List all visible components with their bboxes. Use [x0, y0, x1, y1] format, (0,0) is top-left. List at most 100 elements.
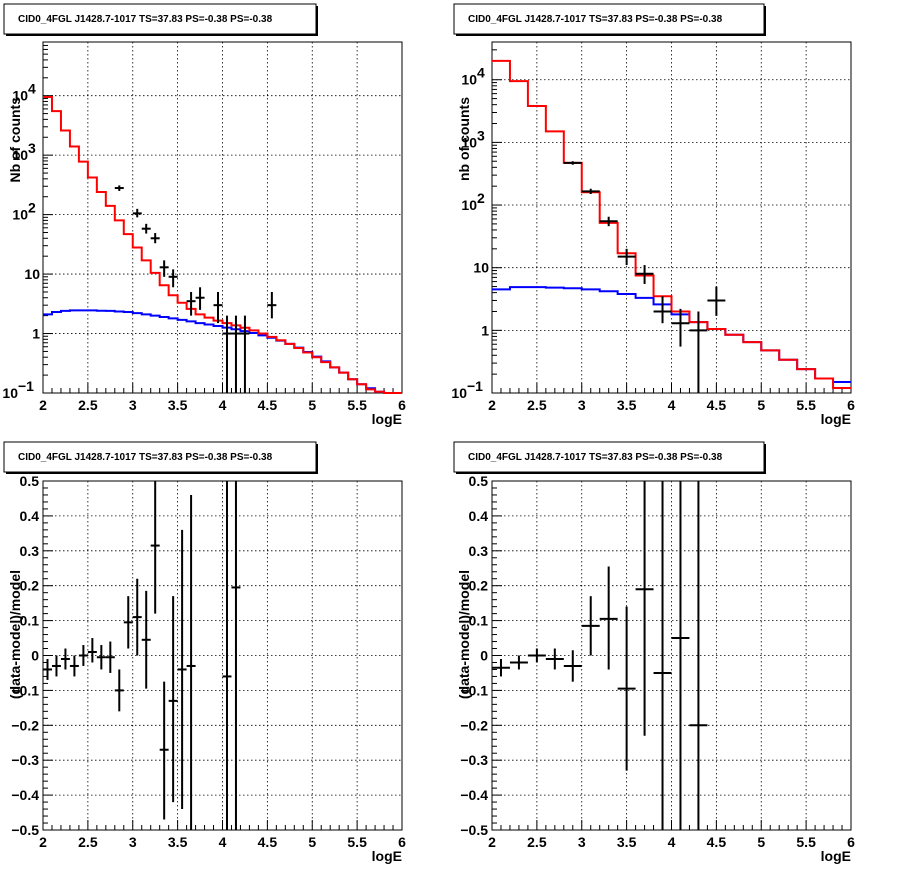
x-tick-label: 6: [398, 397, 406, 413]
grid: [492, 42, 851, 393]
x-tick-label: 4.5: [258, 834, 278, 850]
data-points: [43, 481, 241, 830]
x-tick-label: 2: [39, 834, 47, 850]
grid: [43, 481, 402, 830]
grid: [43, 42, 402, 393]
data-point: [671, 481, 690, 830]
x-axis-ticks: [491, 820, 852, 830]
data-point: [563, 650, 582, 682]
data-point: [707, 286, 726, 316]
y-tick-label: 10: [451, 385, 467, 401]
chart-panel-bottom-left: CID0_4FGL J1428.7-1017 TS=37.83 PS=-0.38…: [3, 441, 406, 864]
y-tick-exponent: 4: [477, 65, 485, 81]
x-tick-label: 2.5: [527, 397, 547, 413]
data-point: [69, 655, 79, 677]
y-axis-ticks: [43, 41, 53, 394]
x-tick-label: 4.5: [258, 397, 278, 413]
data-point: [222, 481, 232, 830]
data-point: [635, 265, 654, 284]
y-tick-label: 10: [461, 72, 477, 88]
x-axis-ticks: [42, 383, 403, 393]
data-point: [78, 645, 88, 666]
data-point: [213, 291, 223, 324]
x-tick-label: 2: [39, 397, 47, 413]
x-tick-label: 2.5: [78, 397, 98, 413]
y-tick-exponent: 4: [28, 81, 36, 97]
data-point: [581, 596, 600, 656]
x-tick-label: 4: [668, 834, 676, 850]
data-point: [267, 291, 277, 319]
data-point: [123, 596, 133, 649]
x-tick-label: 2.5: [527, 834, 547, 850]
x-axis-ticks: [491, 383, 852, 393]
data-point: [159, 681, 169, 820]
data-point: [141, 590, 151, 689]
data-point: [60, 648, 70, 670]
x-tick-label: 6: [847, 397, 855, 413]
x-tick-label: 3.5: [168, 834, 188, 850]
chart-title: CID0_4FGL J1428.7-1017 TS=37.83 PS=-0.38…: [468, 14, 723, 25]
x-tick-label: 5.5: [796, 834, 816, 850]
x-axis-label: logE: [821, 411, 851, 427]
data-point: [231, 315, 241, 393]
y-axis-label: (data-model)/model: [456, 570, 472, 699]
x-tick-label: 5: [308, 834, 316, 850]
y-tick-label: 10: [2, 385, 18, 401]
data-points: [492, 481, 708, 830]
y-tick-label: 1: [481, 322, 489, 338]
data-point: [114, 185, 124, 191]
y-tick-label: 0.5: [469, 473, 489, 489]
y-tick-label: 0.2: [20, 578, 40, 594]
y-tick-label: −0.1: [11, 682, 39, 698]
x-tick-label: 5: [757, 397, 765, 413]
y-tick-label: 0.1: [469, 613, 489, 629]
data-point: [581, 188, 600, 195]
title-box: [3, 3, 317, 35]
x-tick-label: 3.5: [168, 397, 188, 413]
y-tick-label: 10: [461, 134, 477, 150]
y-tick-label: −0.5: [460, 822, 488, 838]
y-tick-label: −0.2: [460, 717, 488, 733]
x-tick-label: 4.5: [707, 834, 727, 850]
data-point: [240, 315, 250, 393]
y-tick-label: −0.3: [11, 752, 39, 768]
y-tick-label: 0.4: [20, 508, 40, 524]
y-tick-label: 10: [461, 197, 477, 213]
y-tick-label: 10: [12, 147, 28, 163]
data-point: [159, 260, 169, 277]
data-point: [150, 481, 160, 614]
data-point: [492, 658, 510, 677]
x-axis-ticks: [42, 820, 403, 830]
x-tick-label: 3: [578, 834, 586, 850]
x-tick-label: 5.5: [347, 397, 367, 413]
x-tick-label: 4: [219, 834, 227, 850]
y-tick-exponent: 3: [477, 127, 485, 143]
data-point: [222, 315, 232, 393]
series-red-histogram: [43, 96, 402, 394]
x-tick-label: 3: [129, 834, 137, 850]
y-tick-label: −0.4: [11, 787, 39, 803]
x-tick-label: 3.5: [617, 834, 637, 850]
data-point: [195, 287, 205, 310]
data-point: [150, 233, 160, 244]
data-point: [51, 655, 61, 677]
x-tick-label: 4: [668, 397, 676, 413]
y-tick-label: 1: [32, 326, 40, 342]
title-box: [453, 441, 765, 473]
data-point: [599, 216, 618, 227]
data-point: [653, 481, 672, 830]
y-tick-label: −0.2: [11, 717, 39, 733]
x-axis-label: logE: [372, 848, 402, 864]
chart-title: CID0_4FGL J1428.7-1017 TS=37.83 PS=-0.38…: [468, 452, 723, 463]
y-tick-label: 0: [31, 648, 39, 664]
data-point: [617, 248, 636, 266]
data-point: [599, 566, 618, 670]
data-point: [96, 645, 106, 670]
data-point: [671, 308, 690, 347]
x-axis-label: logE: [821, 848, 851, 864]
data-point: [87, 638, 97, 663]
y-tick-exponent: −1: [18, 378, 34, 394]
y-tick-label: −0.5: [11, 822, 39, 838]
data-point: [105, 641, 115, 673]
data-point: [141, 223, 151, 234]
